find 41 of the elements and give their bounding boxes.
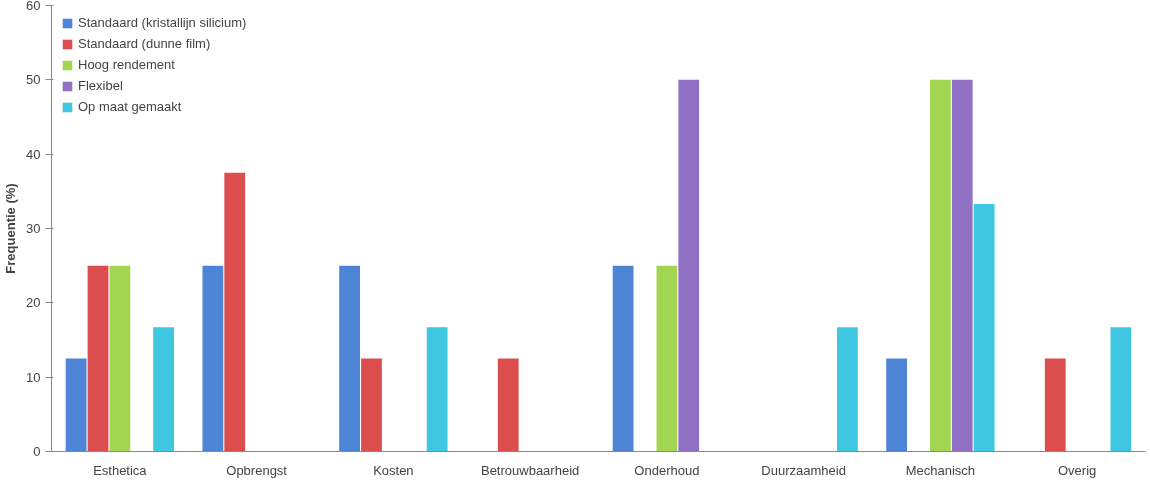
y-axis-title: Frequentie (%): [3, 183, 19, 274]
y-tick-label: 60: [26, 0, 41, 13]
bar: [339, 265, 361, 452]
bar: [497, 358, 519, 452]
x-tick-label: Betrouwbaarheid: [480, 462, 580, 478]
x-tick-label: Esthetica: [93, 462, 148, 478]
bar: [87, 265, 109, 452]
bar: [361, 358, 382, 452]
bar: [612, 265, 634, 452]
bar: [886, 358, 908, 452]
x-tick-label: Onderhoud: [634, 462, 700, 478]
bar: [836, 327, 858, 452]
bar: [153, 327, 175, 452]
bar: [109, 265, 131, 452]
legend-label: Standaard (dunne film): [78, 36, 211, 51]
y-tick-label: 10: [26, 369, 41, 385]
legend-label: Hoog rendement: [78, 57, 175, 72]
bar: [202, 265, 224, 452]
y-tick-label: 0: [33, 444, 41, 459]
y-tick-label: 20: [26, 295, 41, 311]
legend-label: Standaard (kristallijn silicium): [78, 15, 247, 30]
bar: [678, 79, 700, 452]
y-tick-label: 30: [26, 221, 41, 236]
bar: [224, 172, 246, 452]
bar: [929, 79, 951, 452]
bar: [656, 265, 678, 452]
x-tick-label: Opbrengst: [226, 462, 288, 478]
bar: [1044, 358, 1066, 452]
x-tick-label: Kosten: [373, 462, 414, 478]
y-tick-label: 40: [26, 146, 41, 162]
bar: [951, 79, 973, 452]
y-tick-label: 50: [26, 72, 41, 88]
x-tick-label: Duurzaamheid: [761, 462, 846, 478]
bar: [973, 203, 995, 452]
legend-label: Flexibel: [78, 78, 123, 93]
bar: [1110, 327, 1132, 452]
x-tick-label: Mechanisch: [905, 462, 976, 478]
bar: [65, 358, 87, 452]
x-tick-label: Overig: [1057, 462, 1097, 478]
bar: [426, 327, 448, 452]
legend-label: Op maat gemaakt: [78, 99, 182, 114]
